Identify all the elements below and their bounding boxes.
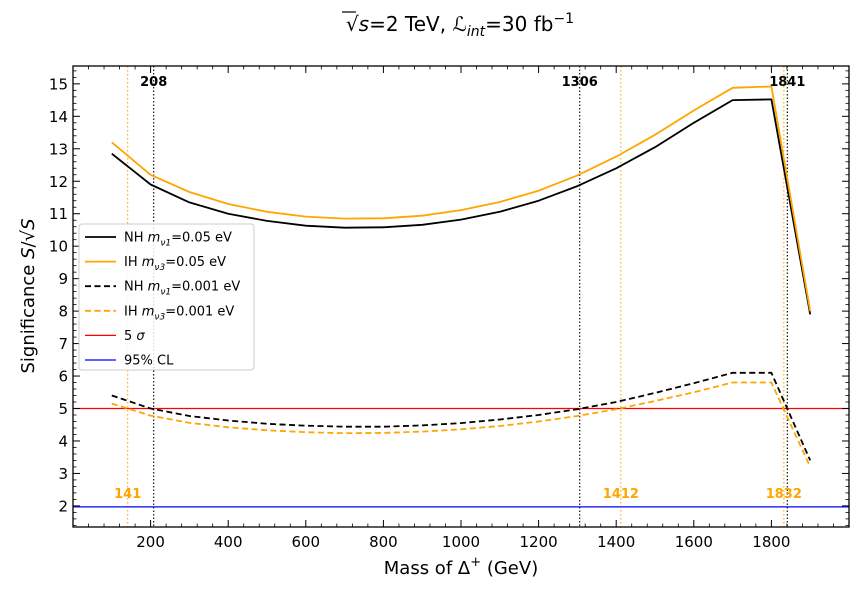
y-tick-label: 15 (49, 75, 68, 93)
y-tick-label: 4 (58, 432, 68, 450)
legend-label-1: IH mν3=0.05 eV (124, 255, 226, 273)
y-tick-label: 12 (49, 173, 68, 191)
x-axis-label: Mass of Δ+ (GeV) (384, 555, 538, 579)
chart-title: √s=2 TeV, ℒint=30 fb−1 (342, 11, 574, 40)
vline-label-1306: 1306 (562, 75, 598, 90)
y-tick-label: 7 (58, 335, 68, 353)
x-tick-label: 800 (369, 533, 398, 551)
x-tick-label: 1200 (520, 533, 558, 551)
legend-label-2: NH mν1=0.001 eV (124, 280, 240, 298)
y-tick-label: 5 (58, 400, 68, 418)
x-tick-label: 600 (291, 533, 320, 551)
y-axis-label: Significance S/√S (18, 218, 39, 373)
chart-title-text: √s=2 TeV, ℒint=30 fb−1 (346, 11, 574, 40)
x-tick-label: 1400 (597, 533, 635, 551)
series-line-2 (111, 371, 812, 461)
y-tick-label: 13 (49, 140, 68, 158)
series-line-1 (111, 85, 812, 312)
legend: NH mν1=0.05 eV IH mν3=0.05 eV NH mν1=0.001… (78, 223, 255, 371)
x-tick-label: 1800 (752, 533, 790, 551)
legend-label-3: IH mν3=0.001 eV (124, 304, 234, 322)
series-line-3 (111, 381, 812, 468)
legend-label-0: NH mν1=0.05 eV (124, 231, 232, 249)
vline-label-141: 141 (114, 487, 141, 502)
x-tick-label: 200 (136, 533, 165, 551)
x-tick-label: 400 (214, 533, 243, 551)
legend-label-5: 95% CL (124, 354, 174, 369)
legend-box (78, 223, 255, 371)
y-tick-label: 11 (49, 205, 68, 223)
vline-label-1832: 1832 (766, 487, 802, 502)
x-tick-label: 1600 (675, 533, 713, 551)
y-tick-label: 9 (58, 270, 68, 288)
y-tick-label: 2 (58, 497, 68, 515)
y-tick-label: 8 (58, 303, 68, 321)
y-axis-label-group: Significance S/√S (18, 218, 39, 373)
vline-label-1841: 1841 (769, 75, 805, 90)
vline-label-208: 208 (140, 75, 167, 90)
y-tick-label: 14 (49, 108, 68, 126)
y-tick-label: 3 (58, 465, 68, 483)
y-tick-label: 10 (49, 238, 68, 256)
series-line-0 (111, 98, 812, 315)
legend-label-4: 5 σ (124, 329, 145, 344)
y-tick-label: 6 (58, 368, 68, 386)
x-tick-label: 1000 (442, 533, 480, 551)
vline-label-1412: 1412 (603, 487, 639, 502)
